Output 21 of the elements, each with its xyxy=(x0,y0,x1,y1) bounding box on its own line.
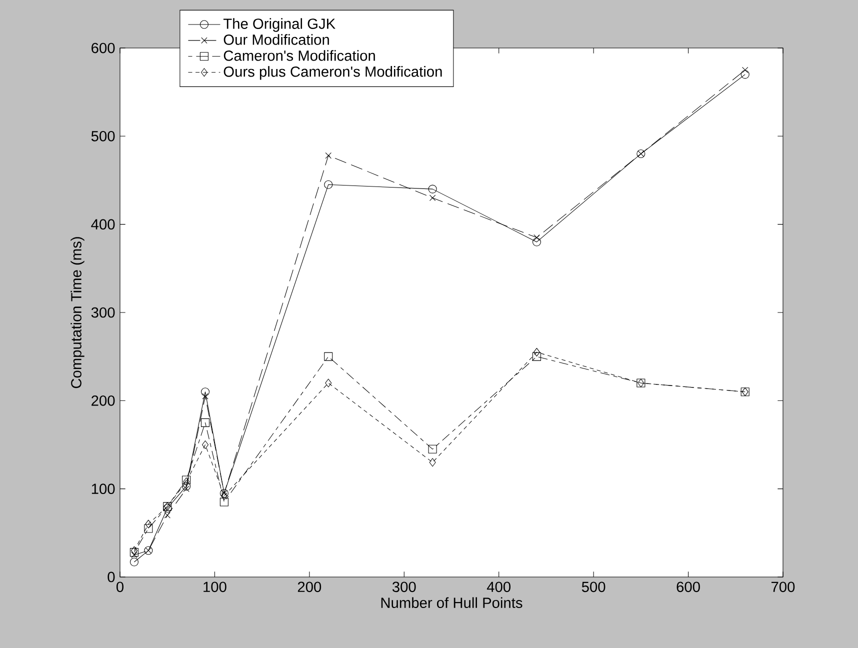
y-tick-label: 400 xyxy=(91,219,115,230)
legend-label: The Original GJK xyxy=(223,18,336,32)
legend-label: Ours plus Cameron's Modification xyxy=(224,66,442,80)
y-tick-label: 500 xyxy=(91,130,115,142)
x-tick-label: 100 xyxy=(204,582,226,592)
y-axis-title: Computation Time (ms) xyxy=(70,237,84,388)
y-tick-label: 600 xyxy=(92,42,115,54)
x-axis-title: Number of Hull Points xyxy=(381,597,522,608)
x-tick-label: 200 xyxy=(298,582,322,592)
y-tick-label: 0 xyxy=(108,572,115,582)
x-tick-label: 700 xyxy=(772,582,795,592)
x-tick-label: 600 xyxy=(676,582,700,592)
legend-label: Cameron's Modification xyxy=(224,50,375,61)
x-tick-label: 0 xyxy=(116,582,124,592)
legend-label: Our Modification xyxy=(224,34,329,45)
x-tick-label: 300 xyxy=(392,582,416,592)
y-tick-label: 100 xyxy=(92,484,115,494)
y-tick-label: 200 xyxy=(92,395,115,406)
x-tick-label: 400 xyxy=(486,582,510,592)
y-tick-label: 300 xyxy=(91,307,115,318)
x-tick-label: 500 xyxy=(582,582,606,592)
